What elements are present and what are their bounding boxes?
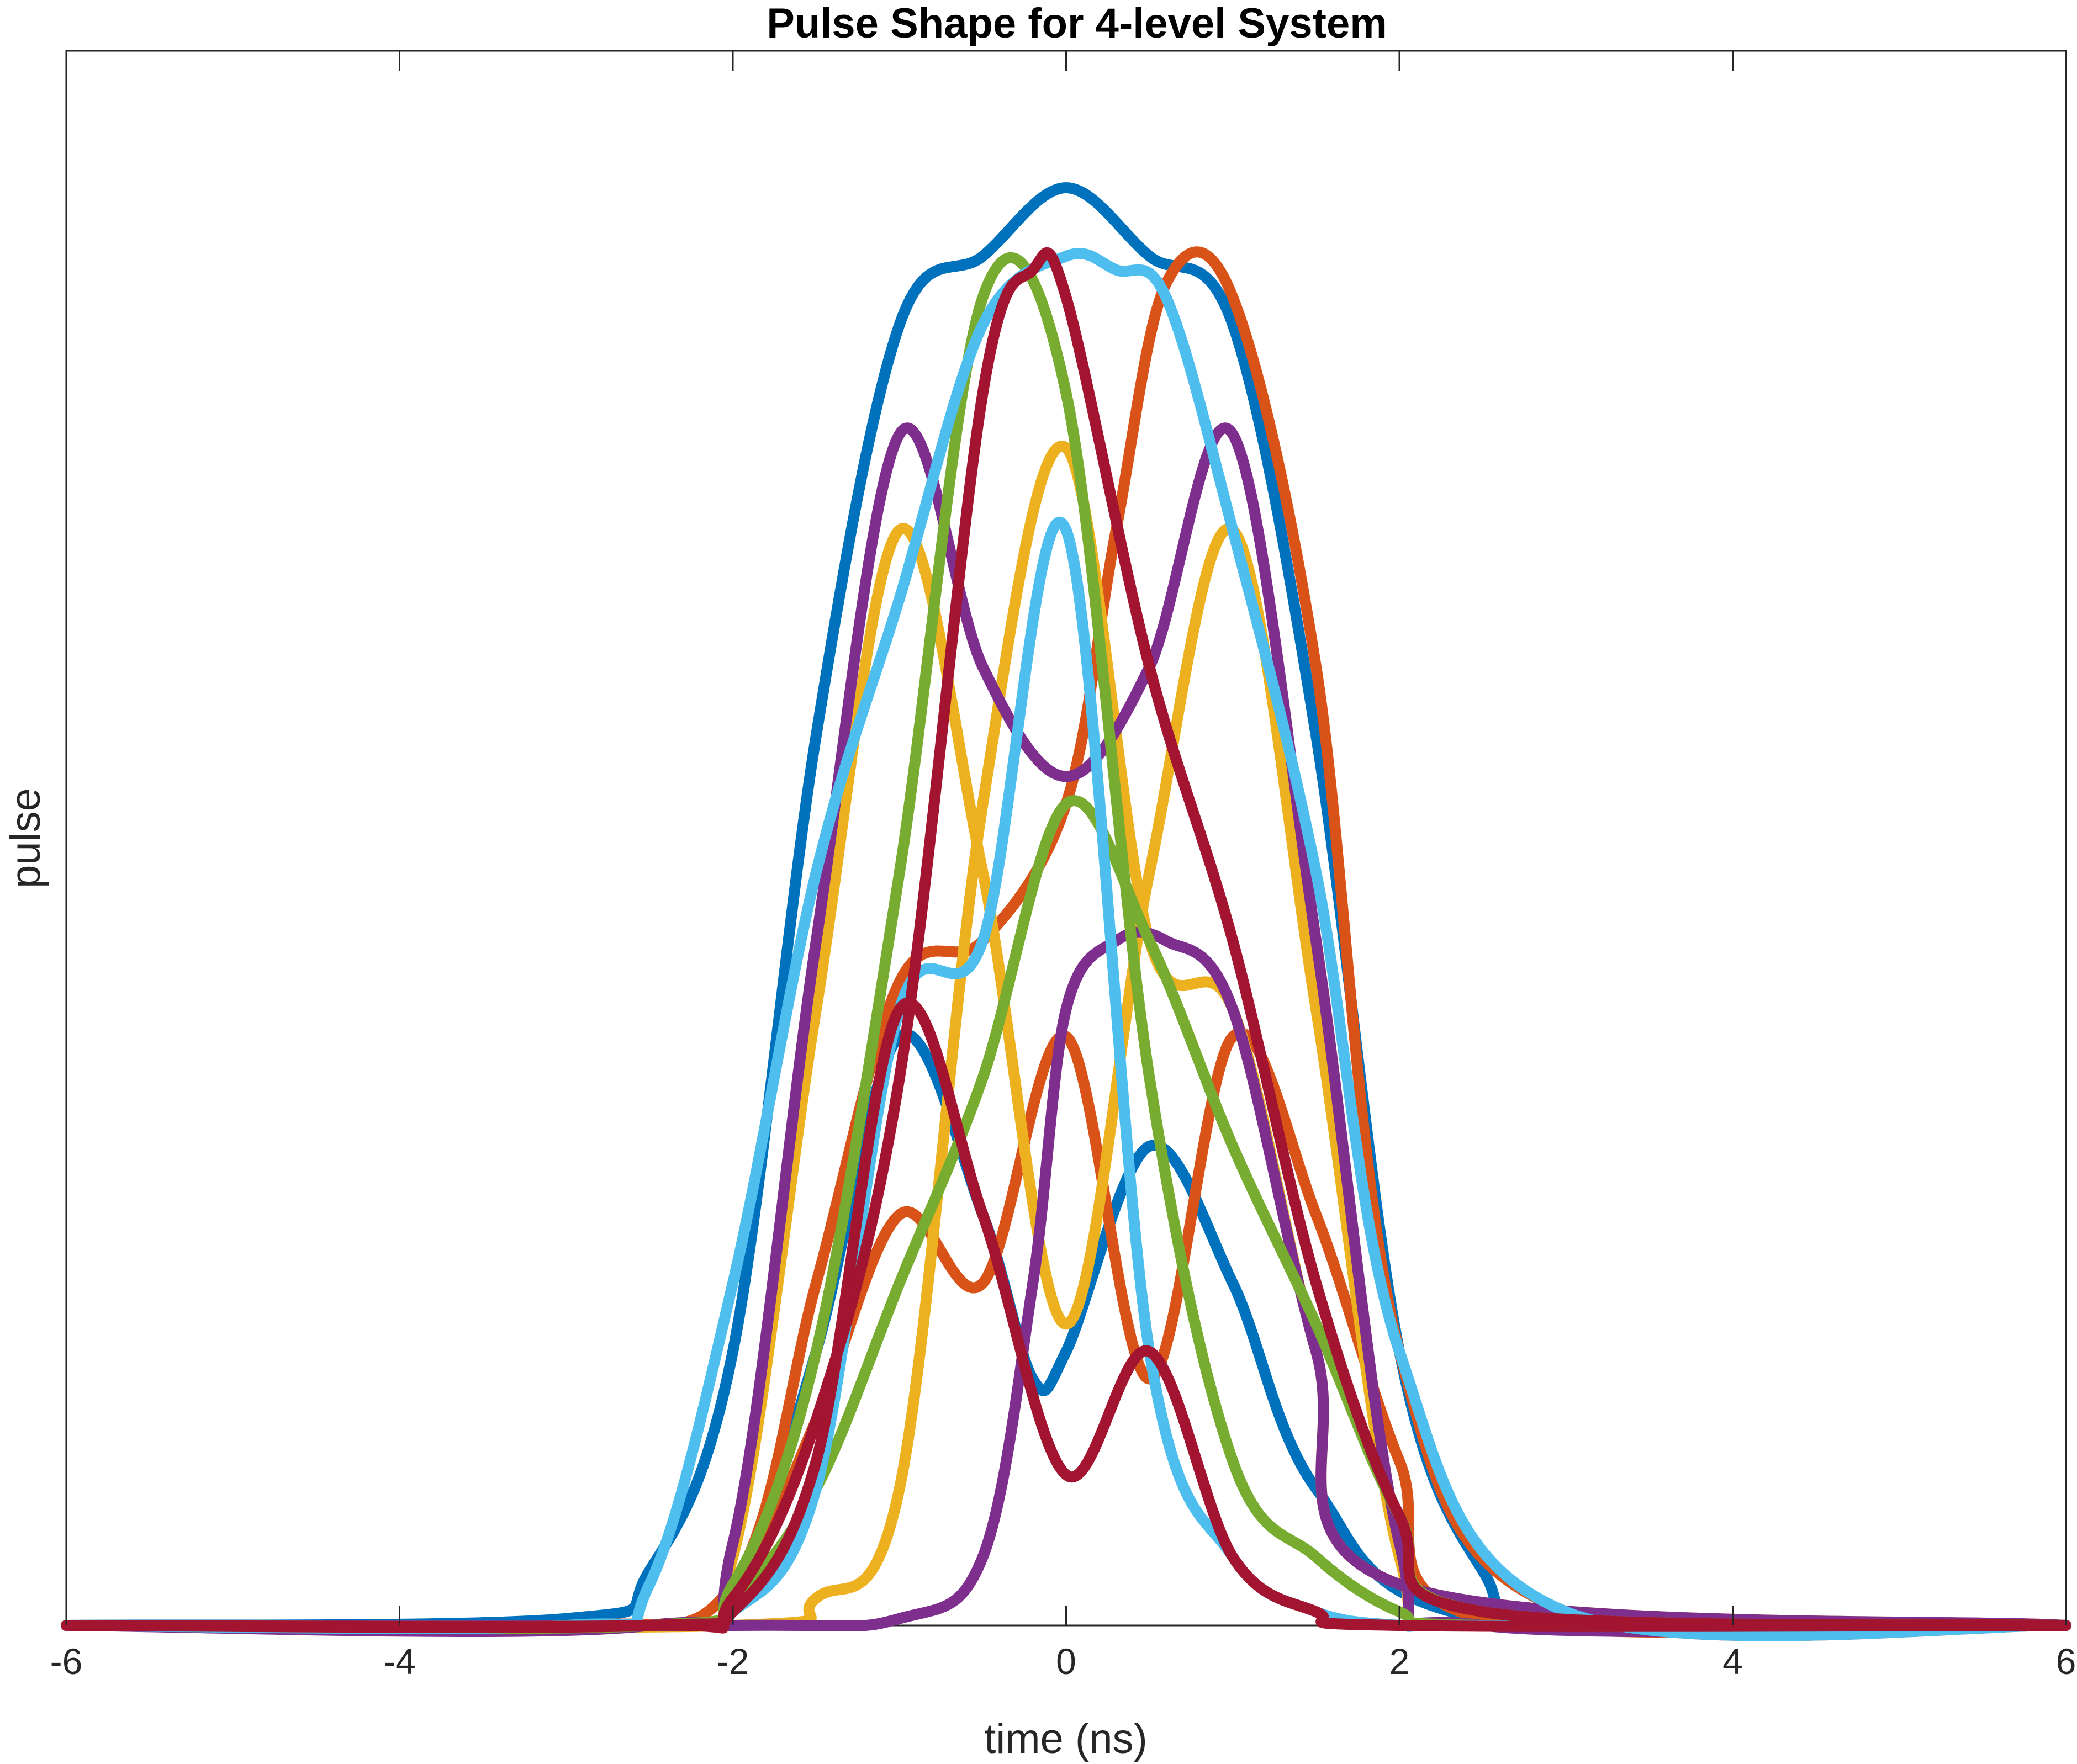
chart-title: Pulse Shape for 4-level System — [767, 0, 1387, 47]
x-tick-label: -6 — [50, 1641, 83, 1682]
series-line-8 — [61, 926, 2071, 1631]
x-tick-label: -4 — [383, 1641, 416, 1682]
series-line-14 — [61, 997, 2071, 1634]
x-axis-label: time (ns) — [984, 1715, 1148, 1762]
series-line-13 — [61, 247, 2071, 1633]
x-tick-label: -2 — [717, 1641, 749, 1682]
series-layer — [61, 182, 2071, 1641]
y-axis-label: pulse — [2, 788, 49, 888]
x-tick-label: 4 — [1722, 1641, 1743, 1682]
x-axis-ticks: -6 -4 -2 0 2 4 6 — [50, 51, 2076, 1682]
x-tick-label: 2 — [1389, 1641, 1410, 1682]
x-tick-label: 6 — [2056, 1641, 2076, 1682]
x-tick-label: 0 — [1056, 1641, 1076, 1682]
